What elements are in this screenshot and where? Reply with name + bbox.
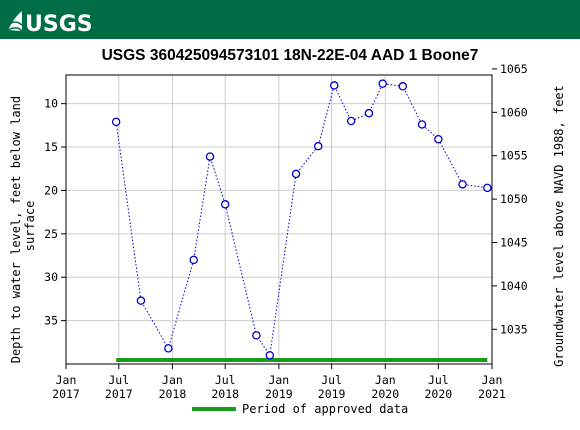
- data-point: [252, 331, 261, 340]
- data-point: [378, 79, 387, 88]
- data-point: [291, 169, 301, 179]
- x-tick-label-year: 2021: [478, 387, 506, 401]
- x-tick-label: Jan: [268, 373, 289, 387]
- y-tick-label-right: 1065: [500, 62, 528, 76]
- y-tick-label-left: 25: [44, 227, 58, 241]
- y-tick-label-left: 20: [44, 183, 58, 197]
- legend-label: Period of approved data: [242, 402, 408, 416]
- data-point: [434, 134, 443, 144]
- y-axis-title-left-line1: Depth to water level, feet below land: [9, 96, 23, 363]
- legend: Period of approved data: [192, 402, 408, 416]
- y-tick-label-right: 1045: [500, 235, 528, 249]
- usgs-logo-icon: USGS: [7, 11, 93, 37]
- x-tick-label-year: 2018: [159, 387, 187, 401]
- x-tick-label-year: 2019: [265, 387, 293, 401]
- x-tick-label-year: 2017: [52, 387, 80, 401]
- data-point: [346, 116, 356, 126]
- x-tick-label-year: 2017: [105, 387, 133, 401]
- axes: Jan2017Jul2017Jan2018Jul2018Jan2019Jul20…: [44, 62, 528, 401]
- data-point: [313, 141, 323, 151]
- y-tick-label-right: 1055: [500, 149, 528, 163]
- series-line: [115, 83, 488, 357]
- x-tick-label-year: 2018: [211, 387, 239, 401]
- x-tick-label: Jul: [215, 373, 236, 387]
- x-tick-label: Jul: [108, 373, 129, 387]
- x-tick-label: Jul: [428, 373, 449, 387]
- y-tick-label-right: 1050: [500, 192, 528, 206]
- logo-text: USGS: [25, 12, 93, 37]
- data-point: [205, 152, 215, 161]
- y-axis-title-left-line2: surface: [23, 201, 37, 252]
- x-tick-label-year: 2020: [371, 387, 399, 401]
- y-tick-label-right: 1060: [500, 105, 528, 119]
- y-tick-label-left: 35: [44, 314, 58, 328]
- x-tick-label-year: 2020: [424, 387, 452, 401]
- x-tick-label: Jan: [375, 373, 396, 387]
- data-point: [265, 351, 275, 360]
- data-point: [398, 82, 408, 91]
- y-tick-label-right: 1040: [500, 279, 528, 293]
- data-point: [136, 296, 146, 305]
- y-tick-label-right: 1035: [500, 322, 528, 336]
- y-axis-title-left: Depth to water level, feet below land su…: [9, 89, 37, 364]
- y-axis-title-right: Groundwater level above NAVD 1988, feet: [552, 85, 566, 367]
- plot-frame: [65, 74, 493, 365]
- x-tick-label: Jan: [162, 373, 183, 387]
- x-tick-label: Jul: [321, 373, 342, 387]
- y-tick-label-left: 15: [44, 140, 58, 154]
- usgs-header: USGS: [0, 0, 580, 39]
- header-banner: [0, 0, 580, 39]
- data-point: [364, 108, 374, 118]
- data-point: [330, 81, 339, 90]
- data-point: [189, 255, 198, 265]
- x-tick-label: Jan: [56, 373, 77, 387]
- data-point: [483, 183, 492, 193]
- data-series: [111, 79, 492, 360]
- data-point: [417, 120, 427, 129]
- x-tick-label: Jan: [482, 373, 503, 387]
- y-tick-label-left: 30: [44, 270, 58, 284]
- data-point: [111, 117, 121, 127]
- chart-title: USGS 360425094573101 18N-22E-04 AAD 1 Bo…: [102, 47, 479, 64]
- y-tick-label-left: 10: [44, 97, 58, 111]
- data-point: [458, 180, 467, 189]
- grid-lines: [66, 75, 492, 364]
- x-tick-label-year: 2019: [318, 387, 346, 401]
- data-point: [164, 344, 173, 353]
- data-point: [220, 200, 230, 209]
